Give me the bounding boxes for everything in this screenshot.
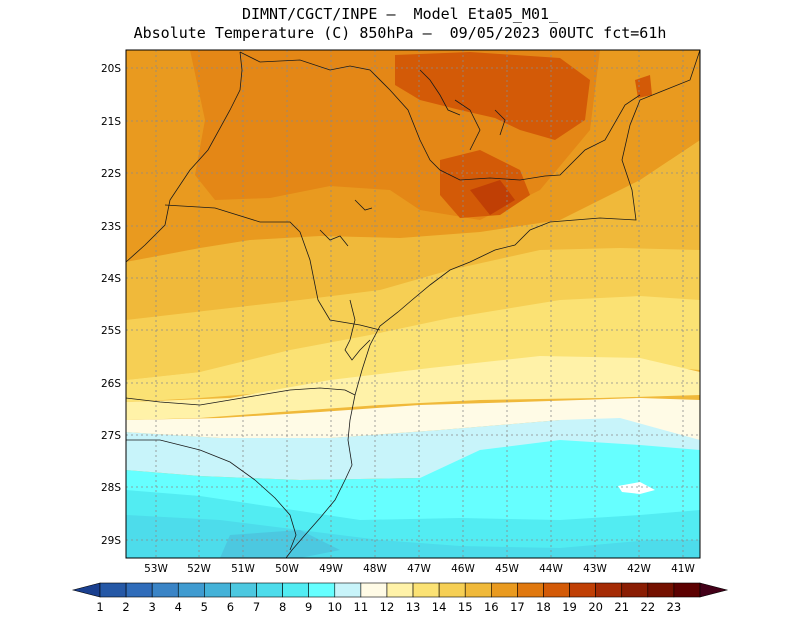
lon-label: 43W: [583, 563, 607, 575]
lat-label: 22S: [101, 168, 121, 180]
colorbar-swatch: [334, 582, 362, 598]
colorbar-label: 18: [536, 600, 551, 614]
colorbar-label: 17: [510, 600, 525, 614]
colorbar-swatch: [282, 582, 309, 598]
colorbar-swatch: [412, 582, 440, 598]
lon-label: 42W: [627, 563, 651, 575]
colorbar-label: 5: [201, 600, 208, 614]
colorbar-swatch: [177, 582, 205, 598]
colorbar-label: 10: [327, 600, 342, 614]
colorbar-arrow-high: [699, 582, 729, 598]
lon-label: 45W: [495, 563, 519, 575]
colorbar-label: 11: [354, 600, 369, 614]
colorbar-label: 13: [406, 600, 421, 614]
lon-label: 47W: [407, 563, 431, 575]
lon-label: 46W: [451, 563, 475, 575]
colorbar-label: 16: [484, 600, 499, 614]
lat-label: 29S: [101, 535, 121, 547]
colorbar-swatch: [99, 582, 127, 598]
lat-label: 27S: [101, 430, 121, 442]
colorbar-swatch: [491, 582, 518, 598]
colorbar-label: 1: [96, 600, 103, 614]
colorbar-swatch: [647, 582, 675, 598]
colorbar-label: 9: [305, 600, 312, 614]
latitude-labels: 20S 21S 22S 23S 24S 25S 26S 27S 28S 29S: [101, 63, 121, 547]
colorbar-label: 15: [458, 600, 473, 614]
colorbar-swatch: [673, 582, 701, 598]
colorbar-swatch: [595, 582, 623, 598]
map-frame: [125, 49, 701, 559]
colorbar-label: 21: [614, 600, 629, 614]
colorbar-label: 2: [122, 600, 129, 614]
lon-label: 41W: [671, 563, 695, 575]
colorbar-label: 23: [667, 600, 682, 614]
colorbar-swatch: [256, 582, 283, 598]
colorbar-swatch: [230, 582, 257, 598]
lon-label: 49W: [319, 563, 343, 575]
lat-label: 20S: [101, 63, 121, 75]
colorbar: 1 2 3 4 5 6 7 8 9 10 11 12 13 14 15 16 17 18 19 20 21 22 23: [71, 582, 729, 614]
colorbar-swatch: [386, 582, 414, 598]
colorbar-swatch: [204, 582, 231, 598]
colorbar-label: 8: [279, 600, 286, 614]
title-line-2: Absolute Temperature (C) 850hPa – 09/05/…: [133, 24, 667, 42]
lon-label: 50W: [275, 563, 299, 575]
title-line-1: DIMNT/CGCT/INPE – Model Eta05_M01_: [241, 5, 559, 23]
lon-label: 53W: [144, 563, 168, 575]
lat-label: 23S: [101, 221, 121, 233]
colorbar-label: 22: [641, 600, 656, 614]
coastline-borders: [126, 50, 700, 558]
lon-label: 52W: [187, 563, 211, 575]
lat-label: 24S: [101, 273, 121, 285]
colorbar-label: 4: [175, 600, 182, 614]
longitude-labels: 53W 52W 51W 50W 49W 48W 47W 46W 45W 44W …: [144, 563, 695, 575]
colorbar-swatch: [308, 582, 336, 598]
colorbar-swatch: [360, 582, 388, 598]
colorbar-label: 12: [380, 600, 395, 614]
lat-lon-grid: [126, 50, 700, 558]
colorbar-swatch: [543, 582, 570, 598]
colorbar-label: 20: [588, 600, 603, 614]
colorbar-swatch: [464, 582, 492, 598]
lon-label: 48W: [363, 563, 387, 575]
colorbar-label: 7: [253, 600, 260, 614]
colorbar-swatch: [438, 582, 466, 598]
temperature-field: [126, 50, 700, 558]
lon-label: 44W: [539, 563, 563, 575]
lat-label: 25S: [101, 325, 121, 337]
colorbar-swatch: [517, 582, 544, 598]
colorbar-swatch: [151, 582, 179, 598]
colorbar-label: 14: [432, 600, 447, 614]
colorbar-swatch: [621, 582, 649, 598]
colorbar-label: 19: [562, 600, 577, 614]
colorbar-label: 6: [227, 600, 234, 614]
lat-label: 21S: [101, 116, 121, 128]
lat-label: 26S: [101, 378, 121, 390]
lon-label: 51W: [231, 563, 255, 575]
colorbar-swatch: [569, 582, 596, 598]
colorbar-arrow-low: [71, 582, 101, 598]
colorbar-swatch: [125, 582, 153, 598]
lat-label: 28S: [101, 482, 121, 494]
colorbar-label: 3: [149, 600, 156, 614]
